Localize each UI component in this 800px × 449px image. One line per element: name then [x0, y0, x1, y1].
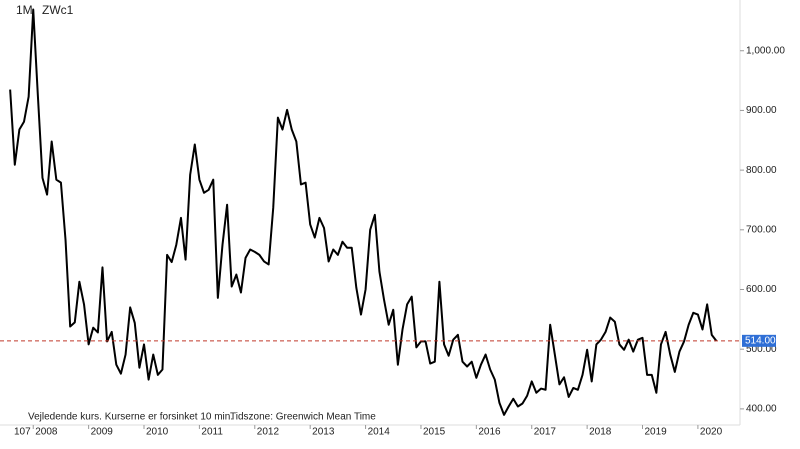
symbol: ZWc1	[42, 3, 74, 17]
y-tick-label: 400.00	[746, 404, 777, 415]
timezone: Tidszone: Greenwich Mean Time	[230, 412, 376, 423]
x-tick-label: 2014	[368, 427, 391, 438]
x-tick-label: 2009	[91, 427, 114, 438]
x-tick-label: 2011	[201, 427, 223, 438]
y-tick-label: 900.00	[746, 105, 777, 116]
x-tick-label: 2018	[589, 427, 612, 438]
interval: 1M	[16, 3, 33, 17]
price-line	[9, 8, 718, 416]
note: Vejledende kurs. Kurserne er forsinket 1…	[28, 412, 233, 423]
x-tick-label: 2016	[478, 427, 501, 438]
y-tick-label: 600.00	[746, 284, 777, 295]
y-tick-label: 1,000.00	[746, 45, 785, 56]
last-price-label: 514.00	[745, 335, 776, 346]
x-tick-label: 2020	[700, 427, 723, 438]
x-tick-label: 2012	[257, 427, 280, 438]
x-tick-label: 2013	[312, 427, 335, 438]
x-tick-label: 2017	[534, 427, 557, 438]
y-tick-label: 700.00	[746, 224, 777, 235]
y-tick-label: 500.00	[746, 344, 777, 355]
x-tick-label: 2010	[146, 427, 169, 438]
x-tick-label: 2015	[423, 427, 446, 438]
x-tick-label: 2019	[645, 427, 668, 438]
x-tick-label: 2008	[35, 427, 58, 438]
y-tick-label: 800.00	[746, 165, 777, 176]
x-tick-label: 107	[14, 427, 31, 438]
last-price-box	[742, 334, 776, 347]
